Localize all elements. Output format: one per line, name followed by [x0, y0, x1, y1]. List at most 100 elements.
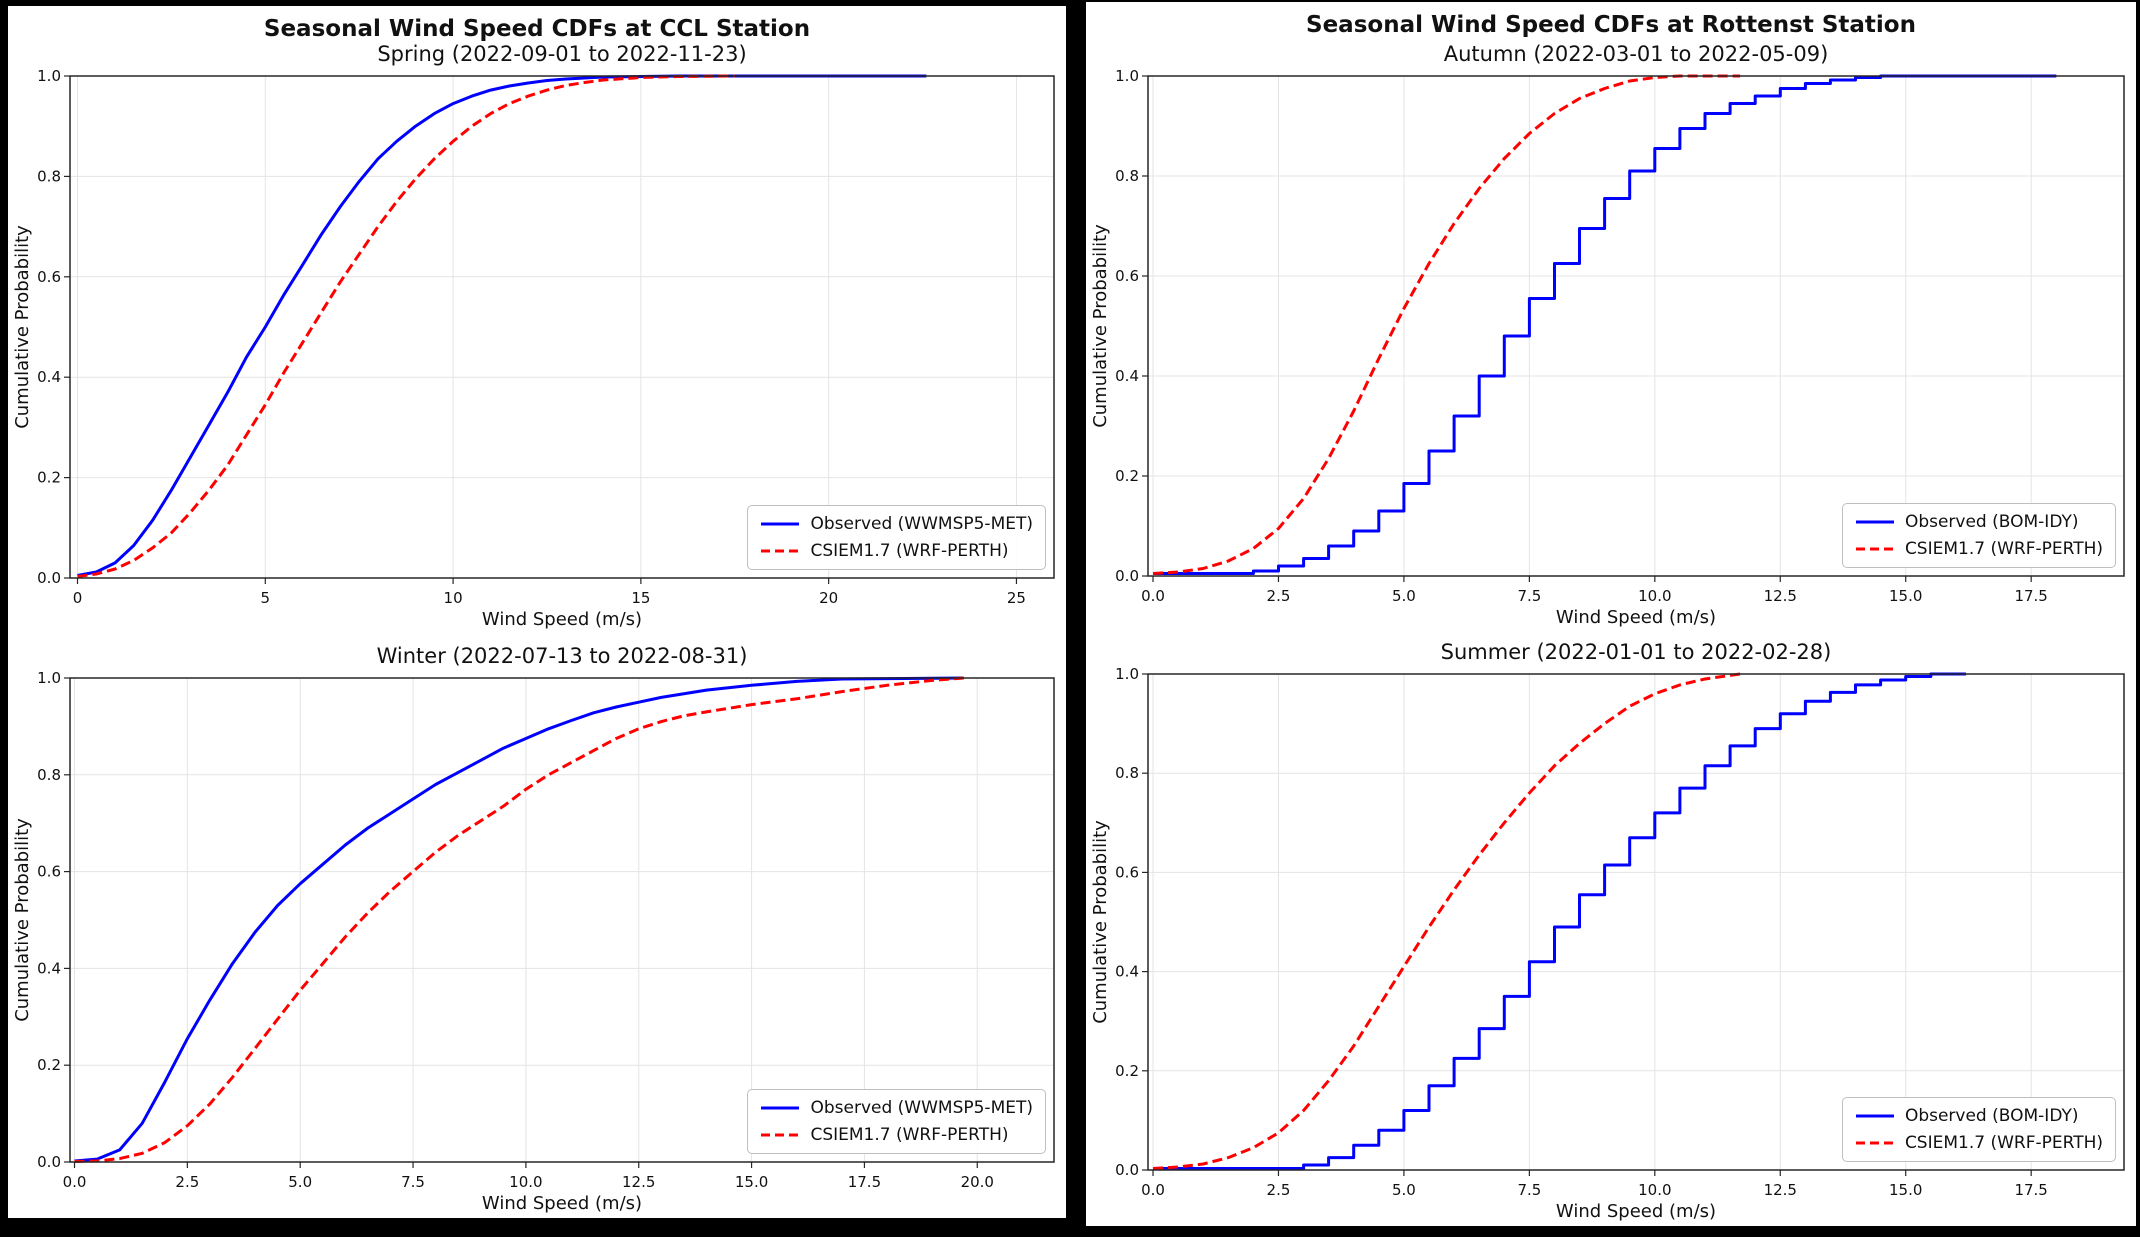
- x-tick-label: 12.5: [1764, 1181, 1797, 1199]
- x-tick-label: 15.0: [1889, 1181, 1922, 1199]
- x-tick-label: 15: [631, 589, 650, 607]
- x-tick-label: 10.0: [1638, 587, 1671, 605]
- x-tick-label: 2.5: [1267, 587, 1291, 605]
- model-cdf-line: [1152, 672, 1741, 1170]
- legend-label: CSIEM1.7 (WRF-PERTH): [1904, 539, 2103, 559]
- subplot-summer: Summer (2022-01-01 to 2022-02-28) 0.0 2.5 5…: [1092, 638, 2130, 1222]
- x-tick-label: 7.5: [401, 1173, 425, 1191]
- model-cdf-line: [1152, 74, 1741, 575]
- y-tick-label: 0.4: [37, 368, 61, 386]
- legend-entry: CSIEM1.7 (WRF-PERTH): [760, 541, 1033, 561]
- legend: Observed (WWMSP5-MET) CSIEM1.7 (WRF-PERTH…: [747, 505, 1046, 570]
- subplot-spring: Spring (2022-09-01 to 2022-11-23) 0 5 10 15 2…: [14, 40, 1060, 630]
- axes-frame: [69, 677, 1055, 1163]
- y-axis-label: Cumulative Probability: [14, 225, 33, 429]
- x-tick-label: 2.5: [1267, 1181, 1291, 1199]
- subplot-title: Winter (2022-07-13 to 2022-08-31): [376, 644, 748, 668]
- x-tick-label: 0: [73, 589, 83, 607]
- legend-entry: Observed (WWMSP5-MET): [760, 514, 1033, 534]
- cdf-plot: 0.0 2.5 5.0 7.5 10.0 12.5 15.0 17.5 0.0 0.2 0.4 0.6…: [1092, 70, 2125, 628]
- legend-entry: Observed (WWMSP5-MET): [760, 1098, 1033, 1118]
- x-tick-label: 5.0: [1392, 1181, 1416, 1199]
- x-tick-label: 10.0: [509, 1173, 542, 1191]
- x-tick-label: 7.5: [1517, 1181, 1541, 1199]
- figure-title-rottenst: Seasonal Wind Speed CDFs at Rottenst Sta…: [1306, 12, 1916, 38]
- legend-entry: Observed (BOM-IDY): [1855, 1106, 2103, 1126]
- y-tick-label: 1.0: [37, 70, 61, 85]
- x-tick-label: 5: [261, 589, 271, 607]
- x-axis-label: Wind Speed (m/s): [1556, 607, 1716, 628]
- legend-entry: CSIEM1.7 (WRF-PERTH): [760, 1125, 1033, 1145]
- legend-label: Observed (BOM-IDY): [1904, 1106, 2079, 1126]
- y-tick-label: 0.6: [1115, 267, 1139, 285]
- cdf-plot: 0.0 2.5 5.0 7.5 10.0 12.5 15.0 17.5 20.0 0.0 0.2 0.…: [14, 672, 1055, 1214]
- solid-line-sample-icon: [761, 522, 800, 526]
- y-tick-label: 0.0: [37, 569, 61, 587]
- solid-line-sample-icon: [1855, 520, 1894, 524]
- cdf-plot: 0.0 2.5 5.0 7.5 10.0 12.5 15.0 17.5 0.0 0.2 0.4 0.6…: [1092, 668, 2125, 1222]
- observed-cdf-line: [77, 74, 927, 577]
- solid-line-sample-icon: [1855, 1114, 1894, 1118]
- x-tick-label: 15.0: [1889, 587, 1922, 605]
- y-axis-label: Cumulative Probability: [14, 818, 33, 1022]
- subplot-title: Autumn (2022-03-01 to 2022-05-09): [1443, 42, 1829, 66]
- axes-frame: [1147, 673, 2125, 1171]
- y-tick-label: 0.2: [37, 469, 61, 487]
- x-tick-label: 0.0: [1141, 1181, 1165, 1199]
- x-axis-label: Wind Speed (m/s): [482, 609, 642, 630]
- dashed-line-sample-icon: [761, 1133, 800, 1137]
- solid-line-sample-icon: [761, 1106, 800, 1110]
- x-tick-label: 17.5: [848, 1173, 881, 1191]
- legend-label: Observed (WWMSP5-MET): [810, 514, 1033, 534]
- figure-panel-rottenst: Seasonal Wind Speed CDFs at Rottenst Sta…: [1086, 2, 2136, 1226]
- legend-entry: CSIEM1.7 (WRF-PERTH): [1855, 1133, 2103, 1153]
- observed-cdf-line: [1153, 672, 1966, 1170]
- y-tick-label: 0.6: [37, 268, 61, 286]
- x-tick-label: 2.5: [175, 1173, 199, 1191]
- y-tick-label: 0.6: [1115, 863, 1139, 881]
- legend: Observed (BOM-IDY) CSIEM1.7 (WRF-PERTH): [1841, 1097, 2116, 1162]
- y-tick-label: 0.0: [1115, 567, 1139, 585]
- legend-entry: CSIEM1.7 (WRF-PERTH): [1855, 539, 2103, 559]
- legend: Observed (BOM-IDY) CSIEM1.7 (WRF-PERTH): [1841, 503, 2116, 568]
- x-tick-label: 7.5: [1517, 587, 1541, 605]
- figure-title-ccl: Seasonal Wind Speed CDFs at CCL Station: [263, 16, 811, 42]
- x-tick-label: 12.5: [1764, 587, 1797, 605]
- x-tick-label: 0.0: [1141, 587, 1165, 605]
- y-tick-label: 1.0: [37, 672, 61, 687]
- observed-cdf-line: [74, 676, 964, 1163]
- x-tick-label: 0.0: [63, 1173, 87, 1191]
- y-tick-label: 0.8: [37, 766, 61, 784]
- axes-frame: [1147, 75, 2125, 577]
- y-tick-label: 1.0: [1115, 668, 1139, 683]
- axes-frame: [69, 75, 1055, 579]
- observed-cdf-line: [1153, 74, 2057, 575]
- y-tick-label: 0.4: [1115, 367, 1139, 385]
- y-tick-label: 0.0: [1115, 1161, 1139, 1179]
- x-tick-label: 5.0: [288, 1173, 312, 1191]
- y-tick-label: 0.2: [1115, 467, 1139, 485]
- subplot-title: Spring (2022-09-01 to 2022-11-23): [377, 42, 747, 66]
- y-tick-label: 0.0: [37, 1153, 61, 1171]
- subplot-title: Summer (2022-01-01 to 2022-02-28): [1440, 640, 1832, 664]
- y-tick-label: 0.2: [37, 1056, 61, 1074]
- y-tick-label: 1.0: [1115, 70, 1139, 85]
- legend-label: Observed (BOM-IDY): [1904, 512, 2079, 532]
- x-tick-label: 10.0: [1638, 1181, 1671, 1199]
- x-axis-label: Wind Speed (m/s): [482, 1193, 642, 1214]
- y-tick-label: 0.8: [1115, 167, 1139, 185]
- dashed-line-sample-icon: [1855, 547, 1894, 551]
- legend-label: Observed (WWMSP5-MET): [810, 1098, 1033, 1118]
- x-tick-label: 12.5: [622, 1173, 655, 1191]
- legend: Observed (WWMSP5-MET) CSIEM1.7 (WRF-PERTH…: [747, 1089, 1046, 1154]
- x-tick-label: 17.5: [2014, 1181, 2047, 1199]
- x-tick-label: 15.0: [735, 1173, 768, 1191]
- y-tick-label: 0.6: [37, 863, 61, 881]
- legend-label: CSIEM1.7 (WRF-PERTH): [1904, 1133, 2103, 1153]
- figure-panel-ccl: Seasonal Wind Speed CDFs at CCL Station …: [8, 6, 1066, 1218]
- y-axis-label: Cumulative Probability: [1092, 820, 1111, 1024]
- y-tick-label: 0.8: [1115, 764, 1139, 782]
- legend-label: CSIEM1.7 (WRF-PERTH): [810, 541, 1009, 561]
- x-tick-label: 5.0: [1392, 587, 1416, 605]
